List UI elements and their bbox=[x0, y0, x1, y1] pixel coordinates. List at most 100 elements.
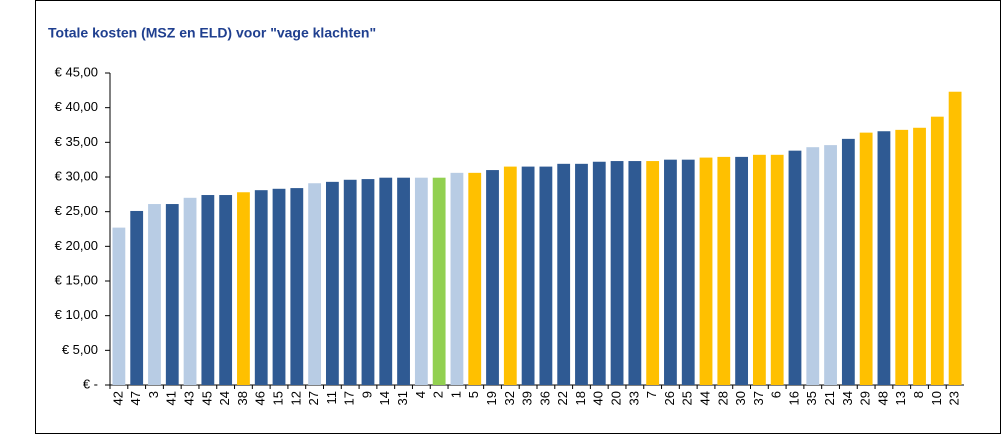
bar bbox=[290, 188, 304, 385]
x-tick-label: 16 bbox=[786, 391, 801, 405]
x-tick-label: 22 bbox=[555, 391, 570, 405]
bar bbox=[130, 210, 144, 385]
x-tick-label: 31 bbox=[395, 391, 410, 405]
bar bbox=[806, 147, 820, 385]
x-tick-label: 47 bbox=[128, 391, 143, 405]
bar bbox=[503, 166, 517, 385]
x-tick-label: 9 bbox=[359, 391, 374, 398]
bar bbox=[699, 157, 713, 385]
y-tick-label: € 40,00 bbox=[55, 99, 98, 114]
bar bbox=[237, 192, 250, 385]
y-tick-label: € 30,00 bbox=[55, 168, 98, 183]
bar bbox=[557, 163, 571, 385]
bar bbox=[201, 195, 215, 385]
bar bbox=[219, 195, 233, 385]
x-tick-label: 29 bbox=[858, 391, 873, 405]
x-tick-label: 48 bbox=[875, 391, 890, 405]
x-tick-label: 32 bbox=[502, 391, 517, 405]
y-tick-label: € 10,00 bbox=[55, 307, 98, 322]
bar bbox=[254, 190, 268, 385]
bar bbox=[610, 161, 624, 385]
x-tick-label: 43 bbox=[182, 391, 197, 405]
x-tick-label: 34 bbox=[840, 391, 855, 405]
x-tick-label: 6 bbox=[769, 391, 784, 398]
y-tick-label: € 45,00 bbox=[55, 64, 98, 79]
chart-border bbox=[35, 0, 1001, 434]
bar bbox=[308, 183, 322, 385]
x-tick-label: 8 bbox=[911, 391, 926, 398]
bar bbox=[361, 179, 375, 385]
bar bbox=[735, 156, 749, 385]
x-tick-label: 46 bbox=[253, 391, 268, 405]
y-tick-label: € 15,00 bbox=[55, 272, 98, 287]
bar bbox=[841, 138, 855, 385]
x-tick-label: 2 bbox=[431, 391, 446, 398]
x-tick-label: 35 bbox=[804, 391, 819, 405]
x-tick-label: 37 bbox=[751, 391, 766, 405]
bar bbox=[343, 179, 357, 385]
x-tick-label: 7 bbox=[644, 391, 659, 398]
bar bbox=[575, 163, 588, 385]
bar bbox=[930, 116, 944, 386]
bar bbox=[450, 172, 464, 385]
bar bbox=[272, 188, 286, 385]
bar bbox=[468, 172, 482, 385]
bar bbox=[681, 159, 695, 385]
x-tick-label: 11 bbox=[324, 391, 339, 405]
bar bbox=[628, 161, 642, 385]
x-tick-label: 30 bbox=[733, 391, 748, 405]
bar bbox=[379, 177, 393, 385]
bar bbox=[664, 159, 677, 385]
x-tick-label: 12 bbox=[288, 391, 303, 405]
x-tick-label: 10 bbox=[929, 391, 944, 405]
x-tick-label: 42 bbox=[110, 391, 125, 405]
bar bbox=[770, 154, 784, 385]
x-tick-label: 28 bbox=[715, 391, 730, 405]
bar bbox=[486, 170, 499, 385]
bar bbox=[432, 177, 446, 385]
y-tick-label: € 5,00 bbox=[62, 342, 98, 357]
bar bbox=[414, 177, 428, 385]
x-tick-label: 24 bbox=[217, 391, 232, 405]
bar bbox=[895, 129, 909, 385]
bar bbox=[521, 166, 535, 385]
bar bbox=[148, 204, 161, 385]
bar bbox=[592, 161, 606, 385]
x-tick-label: 44 bbox=[697, 391, 712, 405]
bar bbox=[877, 131, 891, 385]
bar bbox=[165, 204, 179, 385]
x-tick-label: 14 bbox=[377, 391, 392, 405]
x-tick-label: 5 bbox=[466, 391, 481, 398]
chart-title: Totale kosten (MSZ en ELD) voor "vage kl… bbox=[48, 25, 376, 41]
y-tick-label: € - bbox=[83, 376, 98, 391]
x-tick-label: 40 bbox=[591, 391, 606, 405]
x-tick-label: 4 bbox=[413, 391, 428, 398]
bar bbox=[112, 227, 126, 385]
x-tick-label: 13 bbox=[893, 391, 908, 405]
bar bbox=[539, 166, 553, 385]
bar bbox=[788, 150, 802, 385]
bar bbox=[397, 177, 410, 385]
x-tick-label: 39 bbox=[520, 391, 535, 405]
bar bbox=[824, 145, 837, 385]
bar bbox=[859, 132, 873, 385]
x-tick-label: 20 bbox=[609, 391, 624, 405]
bar bbox=[948, 91, 962, 385]
y-tick-label: € 25,00 bbox=[55, 203, 98, 218]
bar bbox=[325, 181, 339, 385]
bar bbox=[646, 161, 660, 385]
x-tick-label: 27 bbox=[306, 391, 321, 405]
x-tick-label: 1 bbox=[448, 391, 463, 398]
y-tick-label: € 20,00 bbox=[55, 238, 98, 253]
bar bbox=[717, 156, 731, 385]
x-tick-label: 45 bbox=[199, 391, 214, 405]
x-tick-label: 21 bbox=[822, 391, 837, 405]
x-tick-label: 3 bbox=[146, 391, 161, 398]
x-tick-label: 19 bbox=[484, 391, 499, 405]
bar bbox=[183, 197, 197, 385]
x-tick-label: 41 bbox=[164, 391, 179, 405]
y-tick-label: € 35,00 bbox=[55, 134, 98, 149]
x-tick-label: 17 bbox=[342, 391, 357, 405]
bar bbox=[752, 154, 766, 385]
